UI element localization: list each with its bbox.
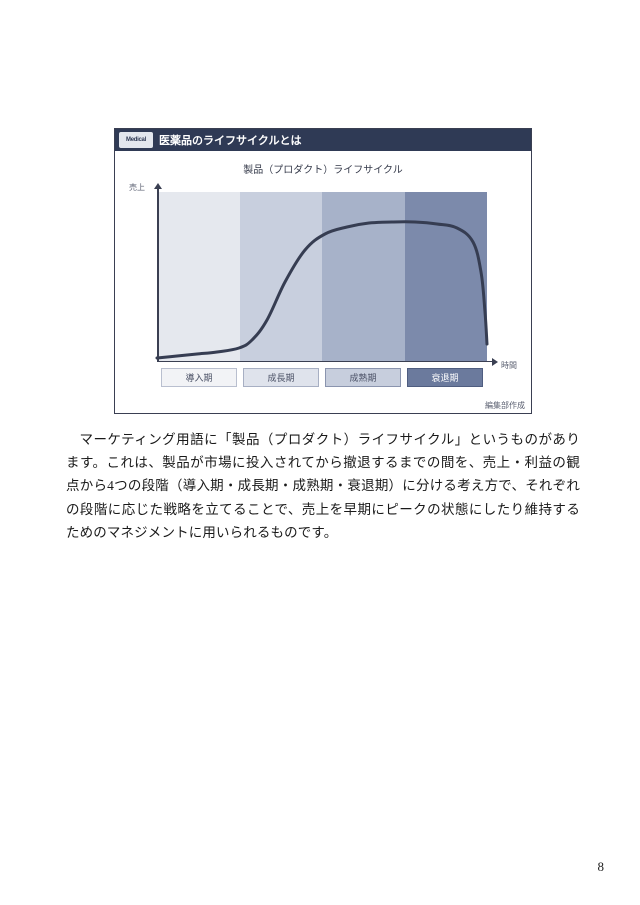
- lifecycle-figure: Medical 医薬品のライフサイクルとは 製品（プロダクト）ライフサイクル 売…: [114, 128, 532, 414]
- x-axis-label: 時間: [501, 360, 517, 371]
- figure-title: 医薬品のライフサイクルとは: [159, 132, 301, 148]
- body-paragraph: マーケティング用語に「製品（プロダクト）ライフサイクル」というものがあります。こ…: [66, 428, 580, 544]
- stage-labels-row: 導入期成長期成熟期衰退期: [157, 368, 487, 387]
- stage-label-3: 衰退期: [407, 368, 483, 387]
- stage-label-1: 成長期: [243, 368, 319, 387]
- figure-body: 製品（プロダクト）ライフサイクル 売上 時間 導入期成長期成熟期衰退期: [115, 151, 531, 398]
- stage-label-0: 導入期: [161, 368, 237, 387]
- chart-title: 製品（プロダクト）ライフサイクル: [117, 161, 529, 176]
- page-number: 8: [598, 859, 605, 875]
- plot-region: [157, 192, 487, 362]
- figure-credit: 編集部作成: [115, 398, 531, 413]
- lifecycle-curve: [157, 192, 487, 362]
- document-page: Medical 医薬品のライフサイクルとは 製品（プロダクト）ライフサイクル 売…: [0, 0, 640, 905]
- figure-header: Medical 医薬品のライフサイクルとは: [115, 129, 531, 151]
- publisher-logo: Medical: [119, 132, 153, 148]
- curve-path: [157, 222, 487, 358]
- figure-container: Medical 医薬品のライフサイクルとは 製品（プロダクト）ライフサイクル 売…: [114, 128, 532, 414]
- x-axis: [157, 361, 493, 363]
- y-axis-label: 売上: [129, 182, 145, 193]
- stage-label-2: 成熟期: [325, 368, 401, 387]
- chart-area: 売上 時間 導入期成長期成熟期衰退期: [123, 182, 523, 392]
- y-axis: [157, 188, 159, 362]
